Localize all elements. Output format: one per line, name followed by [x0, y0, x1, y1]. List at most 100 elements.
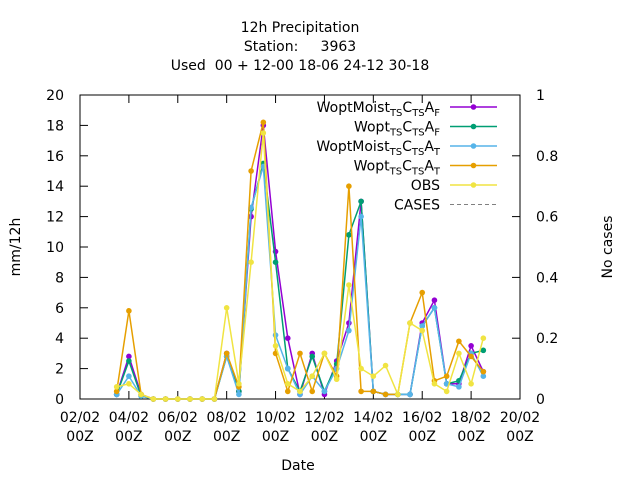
data-point: [284, 335, 291, 342]
x-tick-label: 10/02 00Z: [255, 410, 295, 445]
data-point: [113, 384, 120, 390]
y2-tick-label: 0: [536, 392, 545, 408]
chart-title: Station: 3963: [244, 39, 356, 55]
data-point: [309, 388, 316, 395]
data-point: [260, 130, 267, 136]
data-point: [223, 305, 230, 311]
y2-tick-label: 0.4: [536, 270, 558, 286]
y-tick-label: 0: [55, 392, 64, 408]
legend-label: OBS: [411, 178, 440, 194]
y2-axis-label: No cases: [600, 216, 616, 279]
data-point: [321, 388, 328, 395]
legend-subscript: F: [434, 108, 440, 119]
legend-subscript: TS: [389, 147, 402, 158]
legend-text: C: [402, 100, 412, 116]
y-tick-label: 10: [46, 240, 64, 256]
data-point: [199, 396, 206, 402]
data-point: [309, 353, 316, 360]
legend-subscript: TS: [411, 147, 424, 158]
legend-text: C: [402, 120, 412, 136]
data-point: [126, 353, 132, 360]
legend-marker: [470, 182, 477, 188]
data-point: [297, 350, 303, 357]
data-point: [321, 350, 328, 357]
legend-text: OBS: [411, 178, 440, 194]
legend-subscript: F: [434, 128, 440, 139]
legend-text: Wopt: [354, 159, 390, 175]
data-point: [419, 323, 426, 329]
data-point: [211, 396, 218, 402]
legend-text: WoptMoist: [316, 139, 390, 155]
data-point: [236, 381, 242, 387]
legend-text: CASES: [394, 198, 440, 214]
y-tick-label: 16: [46, 149, 64, 165]
x-tick-label: 06/02 00Z: [158, 410, 198, 445]
data-point: [346, 183, 352, 189]
data-point: [431, 305, 438, 311]
data-point: [162, 396, 169, 402]
legend-subscript: TS: [389, 167, 402, 178]
data-point: [456, 384, 462, 390]
data-point: [419, 289, 426, 296]
legend-marker: [470, 123, 477, 130]
y2-tick-label: 0.6: [536, 210, 558, 226]
data-point: [431, 297, 438, 304]
data-point: [443, 388, 450, 395]
data-point: [150, 396, 157, 402]
data-point: [126, 381, 132, 387]
data-point: [370, 373, 377, 380]
legend-text: A: [424, 139, 434, 155]
data-point: [468, 381, 474, 387]
legend-text: A: [424, 159, 434, 175]
data-point: [407, 391, 413, 398]
chart-title: Used 00 + 12-00 18-06 24-12 30-18: [171, 58, 429, 74]
data-point: [382, 362, 389, 369]
data-point: [223, 350, 230, 357]
data-point: [346, 232, 352, 238]
x-axis-label: Date: [281, 458, 314, 474]
legend-marker: [470, 143, 477, 149]
data-point: [260, 119, 267, 126]
x-tick-label: 14/02 00Z: [353, 410, 393, 445]
legend-subscript: TS: [411, 128, 424, 139]
data-point: [382, 391, 389, 398]
data-point: [346, 282, 352, 288]
x-tick-label: 12/02 00Z: [304, 410, 344, 445]
x-tick-label: 02/02 00Z: [60, 410, 100, 445]
y-tick-label: 18: [46, 118, 64, 134]
data-point: [126, 373, 132, 380]
legend-text: C: [402, 159, 412, 175]
data-point: [236, 391, 242, 398]
legend-label: WoptMoistTSCTSAT: [316, 139, 441, 158]
data-point: [443, 373, 450, 380]
legend-text: A: [425, 120, 435, 136]
data-point: [309, 373, 316, 380]
y-tick-label: 6: [55, 301, 64, 317]
legend-subscript: TS: [411, 167, 424, 178]
y2-tick-label: 0.2: [536, 331, 558, 347]
data-point: [358, 213, 364, 220]
y-tick-label: 4: [55, 331, 64, 347]
legend-marker: [470, 162, 477, 169]
y-tick-label: 12: [46, 210, 64, 226]
y2-tick-label: 0.8: [536, 149, 558, 165]
legend-label: WoptMoistTSCTSAF: [317, 100, 441, 119]
data-point: [407, 320, 413, 326]
data-point: [468, 343, 474, 349]
data-point: [248, 259, 254, 266]
legend-marker: [470, 104, 477, 110]
data-point: [284, 388, 291, 395]
legend-label: WoptTSCTSAT: [354, 159, 441, 178]
data-point: [272, 343, 279, 349]
data-point: [394, 391, 401, 398]
data-point: [138, 391, 144, 398]
legend-label: WoptTSCTSAF: [354, 120, 440, 139]
y-tick-label: 14: [46, 179, 64, 195]
data-point: [431, 381, 438, 387]
y-axis-label: mm/12h: [8, 218, 24, 277]
legend-text: WoptMoist: [317, 100, 391, 116]
data-point: [174, 396, 181, 402]
data-point: [419, 327, 426, 334]
